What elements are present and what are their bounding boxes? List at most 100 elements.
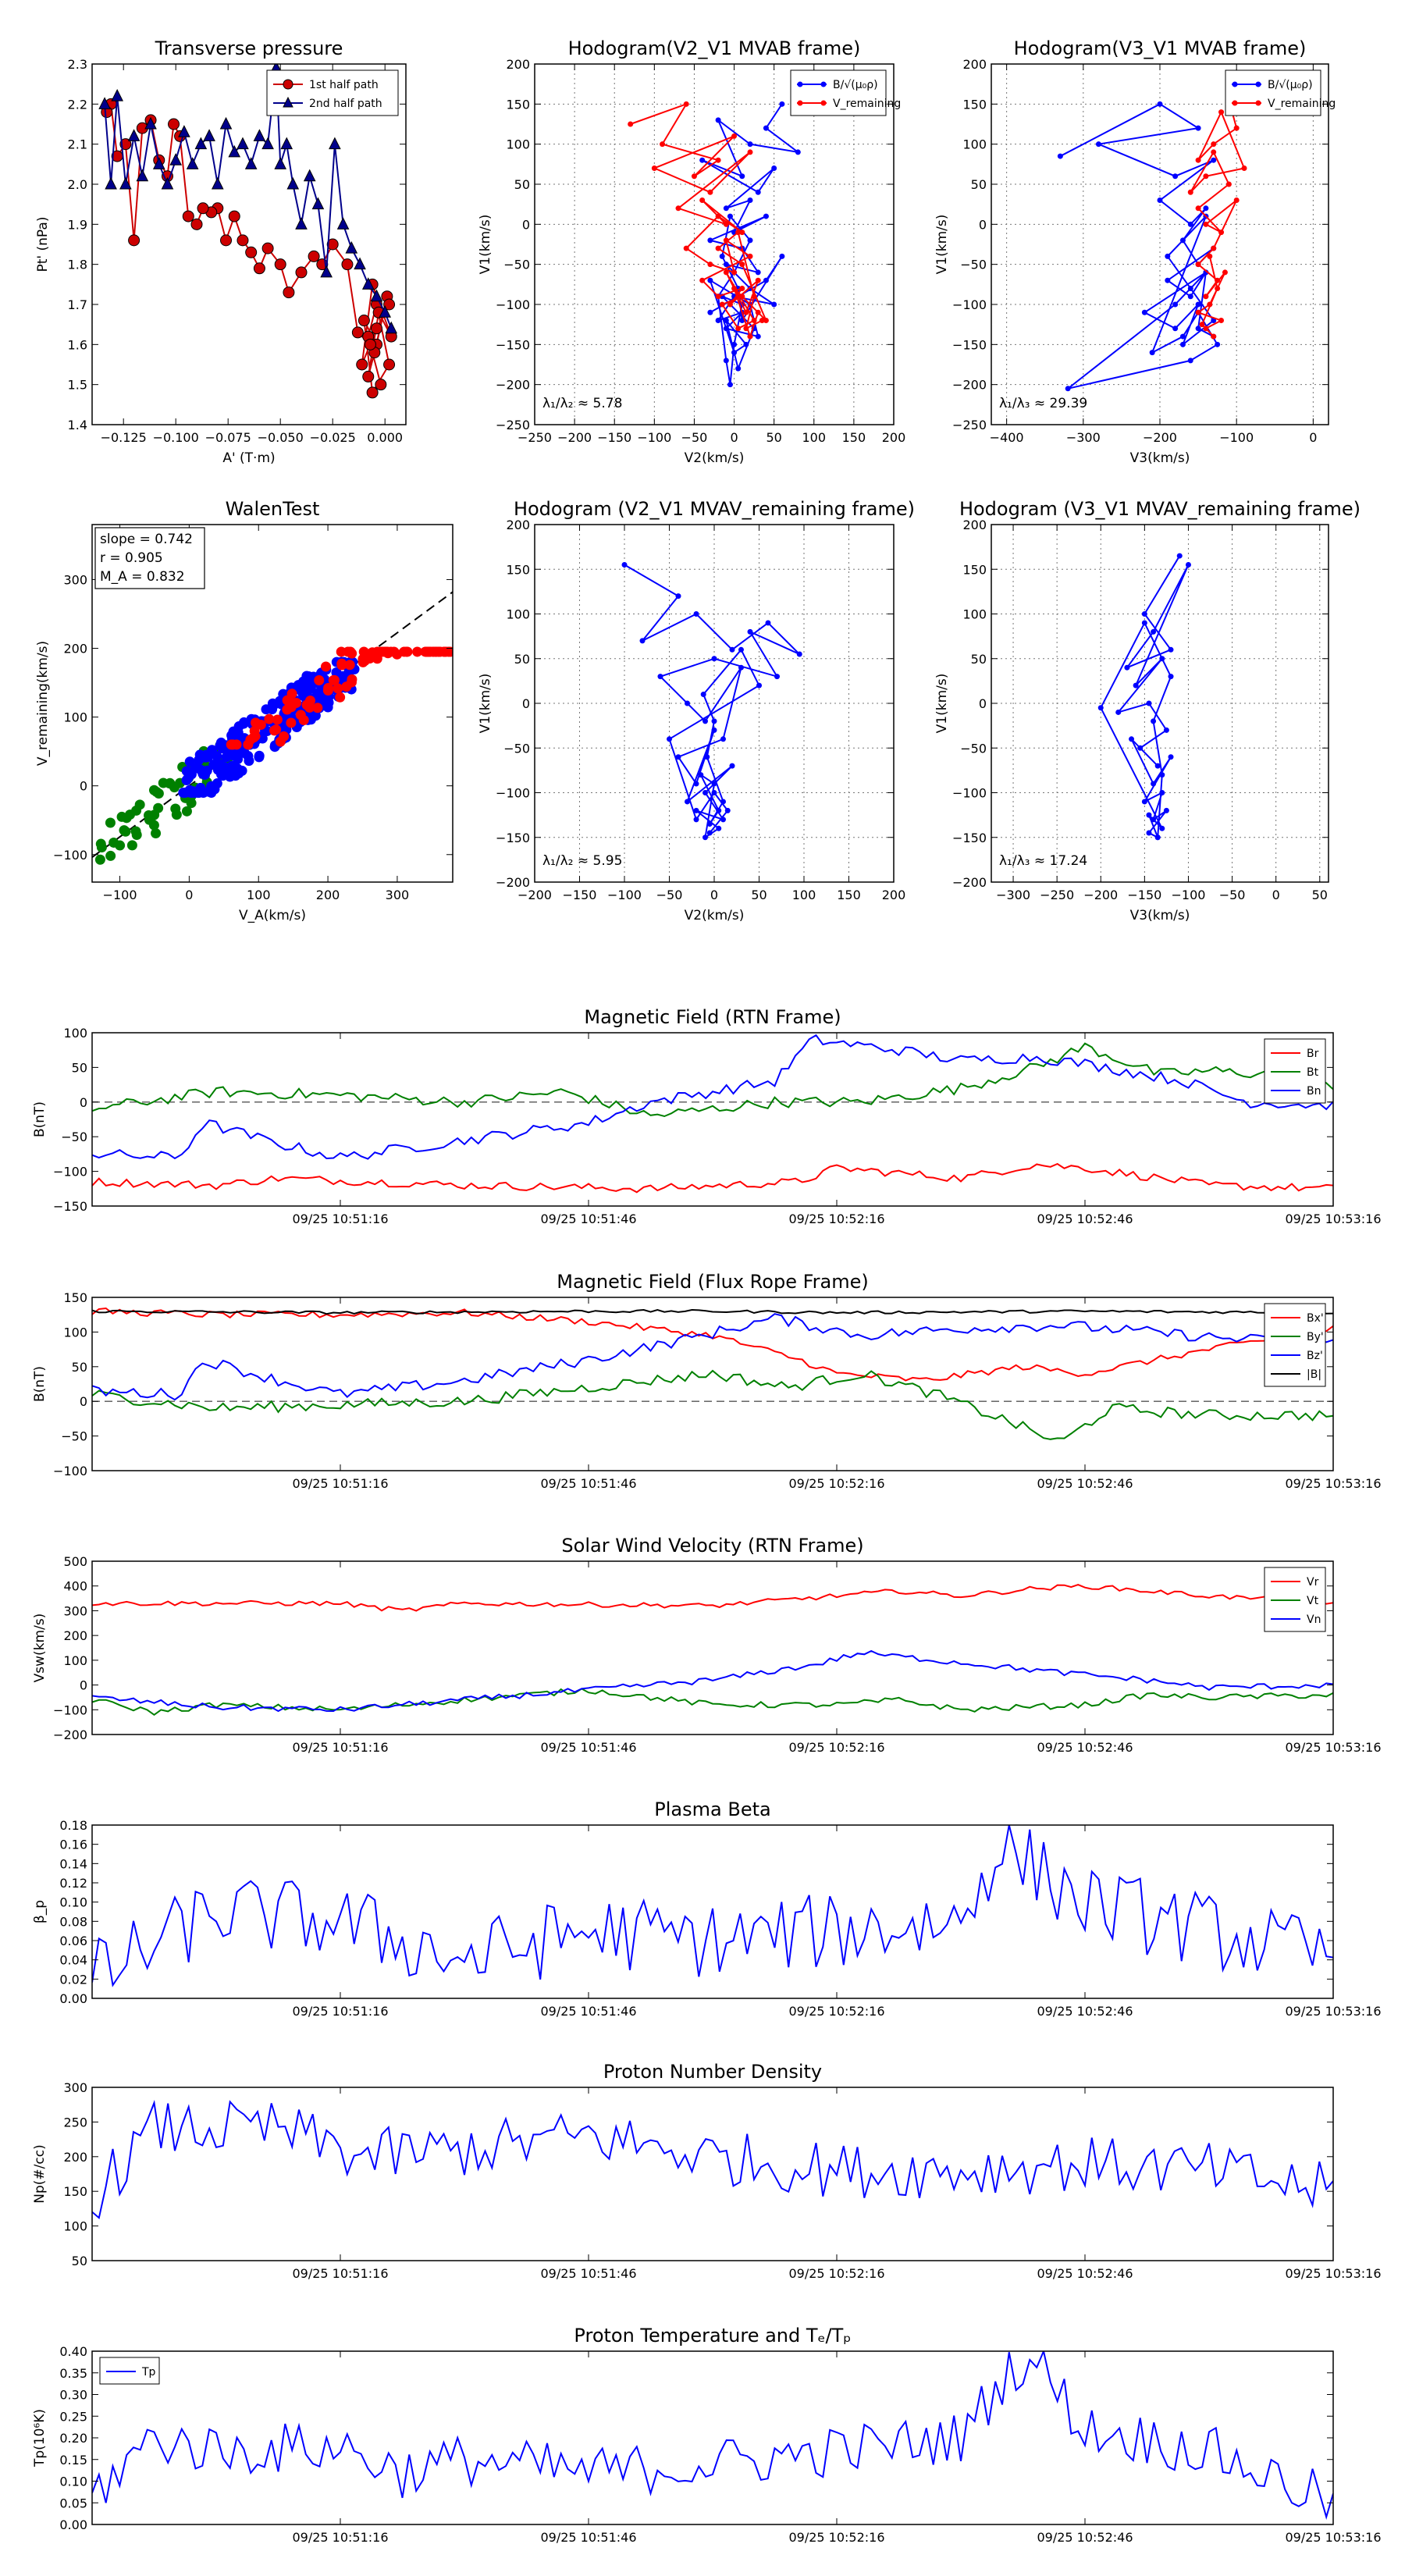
data-point	[189, 788, 200, 798]
x-tick-label: 200	[316, 888, 340, 902]
data-point	[715, 213, 721, 219]
legend: Vr Vt Vn	[1264, 1567, 1326, 1632]
data-point	[755, 269, 761, 276]
y-tick-label: −100	[952, 786, 987, 801]
data-point	[1159, 772, 1165, 778]
legend: B/√(μ₀ρ) V_remaining	[1225, 69, 1336, 116]
data-point	[1195, 301, 1201, 308]
y-tick-label: −100	[53, 1703, 87, 1717]
y-tick-label: −150	[952, 337, 987, 352]
data-point	[105, 817, 116, 828]
x-tick-label: 09/25 10:52:16	[788, 1476, 884, 1491]
data-point	[1179, 341, 1186, 347]
x-tick-label: 09/25 10:51:46	[540, 1476, 636, 1491]
data-point	[711, 656, 717, 662]
data-point	[751, 318, 757, 324]
axes-frame	[991, 524, 1329, 883]
data-point	[1168, 646, 1174, 653]
data-point	[707, 309, 713, 315]
data-point	[1187, 221, 1193, 227]
axes-frame	[991, 63, 1329, 425]
legend: B/√(μ₀ρ) V_remaining	[790, 69, 901, 116]
x-tick-label: −100	[607, 888, 642, 902]
legend: 1st half path 2nd half path	[266, 69, 399, 116]
legend-marker	[1232, 81, 1238, 87]
x-tick-label: 09/25 10:51:46	[540, 1740, 636, 1755]
data-point	[1211, 157, 1217, 163]
data-point	[1151, 817, 1157, 823]
data-point	[161, 176, 174, 190]
y-axis-label: Tp(10⁶K)	[32, 2409, 48, 2467]
x-tick-label: 50	[766, 430, 781, 445]
chart-title: Hodogram (V2_V1 MVAV_remaining frame)	[514, 498, 915, 520]
data-point	[715, 294, 721, 300]
x-tick-label: 100	[792, 888, 816, 902]
x-tick-label: 0	[185, 888, 193, 902]
data-point	[168, 118, 180, 130]
data-point	[1176, 553, 1183, 559]
chart-title: Plasma Beta	[654, 1799, 770, 1820]
y-tick-label: 0.00	[59, 1991, 87, 2006]
data-point	[706, 821, 713, 827]
data-point	[1168, 674, 1174, 680]
data-point	[1146, 812, 1152, 818]
y-tick-label: 0.05	[59, 2496, 87, 2510]
data-point	[341, 258, 354, 271]
y-tick-label: 100	[63, 710, 87, 725]
data-point	[345, 241, 358, 254]
y-tick-label: 50	[971, 177, 987, 192]
data-point	[1195, 125, 1201, 131]
data-point	[723, 205, 729, 212]
x-tick-label: 0	[730, 430, 738, 445]
y-axis-label: V1(km/s)	[934, 674, 950, 734]
data-point	[237, 137, 249, 150]
data-point	[675, 754, 681, 760]
y-axis-label: Vsw(km/s)	[32, 1614, 48, 1683]
data-point	[1159, 656, 1165, 662]
data-point	[660, 141, 666, 148]
x-tick-label: 09/25 10:53:16	[1285, 1740, 1381, 1755]
y-tick-label: −100	[53, 1464, 87, 1478]
chart-title: WalenTest	[226, 498, 320, 520]
data-point	[651, 165, 657, 171]
data-point	[727, 382, 733, 388]
x-tick-label: −0.125	[101, 430, 147, 445]
legend-label: 2nd half path	[309, 98, 382, 110]
x-tick-label: 09/25 10:52:46	[1037, 2530, 1133, 2545]
data-point	[716, 807, 722, 813]
data-point	[271, 724, 282, 735]
data-point	[727, 213, 733, 219]
data-point	[706, 830, 713, 836]
plot-area	[991, 64, 1329, 425]
x-axis-label: V_A(km/s)	[239, 908, 306, 923]
y-tick-label: 150	[506, 97, 530, 112]
chart-h3: Hodogram (V2_V1 MVAV_remaining frame) −20…	[478, 498, 915, 923]
data-point	[233, 721, 244, 732]
data-point	[220, 234, 233, 247]
y-tick-label: −200	[952, 875, 987, 890]
data-point	[311, 197, 325, 210]
x-tick-label: 150	[842, 430, 866, 445]
data-point	[747, 333, 753, 340]
x-tick-label: 09/25 10:53:16	[1285, 2266, 1381, 2281]
x-tick-label: 09/25 10:52:46	[1037, 2266, 1133, 2281]
chart-h2: Hodogram(V3_V1 MVAB frame) −250 −200 −150 −1…	[934, 37, 1336, 466]
data-point	[1218, 109, 1225, 116]
data-point	[1157, 197, 1163, 204]
data-point	[715, 245, 721, 251]
data-point	[286, 717, 297, 728]
data-point	[1203, 173, 1209, 180]
data-point	[197, 202, 209, 215]
data-point	[699, 157, 706, 163]
data-point	[283, 286, 295, 299]
data-point	[729, 763, 735, 769]
data-point	[1187, 285, 1193, 291]
data-point	[711, 790, 717, 795]
data-point	[126, 840, 137, 851]
data-point	[186, 157, 199, 169]
data-point	[322, 702, 333, 713]
data-point	[731, 133, 738, 139]
chart-tp_temp: Proton Temperature and Tₑ/Tₚ 0.00 0.05 0.10…	[32, 2325, 1382, 2545]
data-point	[743, 309, 749, 315]
data-point	[253, 262, 265, 275]
